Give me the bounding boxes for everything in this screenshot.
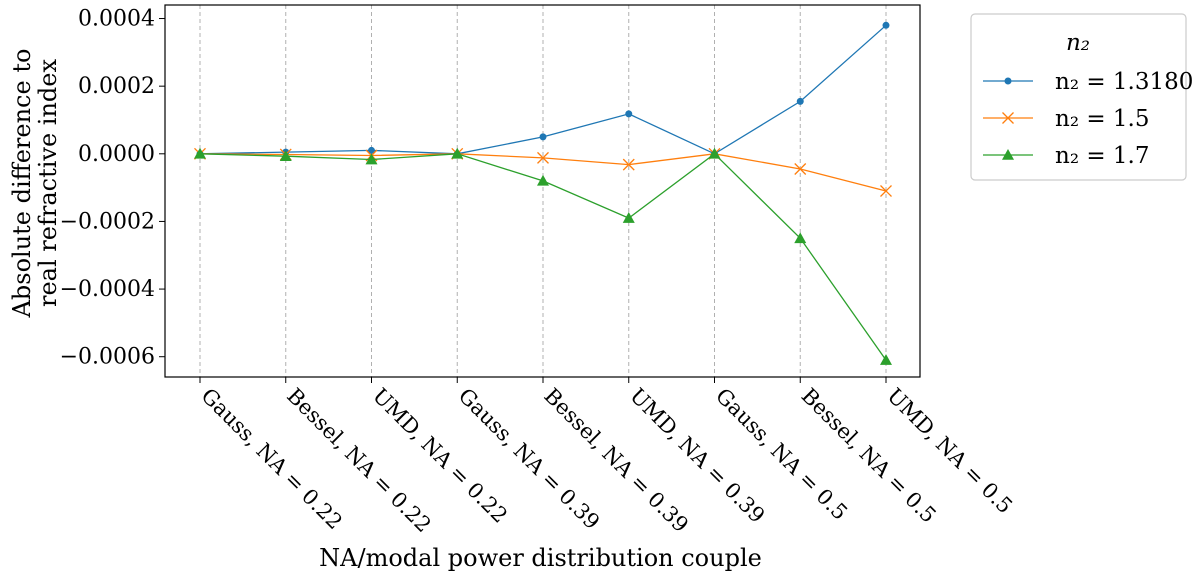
point-marker <box>194 147 206 159</box>
point-marker <box>880 185 892 197</box>
legend-title: n₂ <box>1066 30 1090 56</box>
x-tick-label: Bessel, NA = 0.22 <box>282 384 436 538</box>
y-tick-label: −0.0006 <box>60 345 155 370</box>
point-marker <box>796 97 804 105</box>
y-tick-label: 0.0004 <box>78 7 155 32</box>
y-axis-title: Absolute difference to real refractive i… <box>8 49 62 319</box>
point-marker <box>880 354 892 365</box>
point-marker <box>368 146 375 154</box>
y-axis-title-line-1: Absolute difference to <box>8 49 36 319</box>
legend-entry-2: n₂ = 1.5 <box>983 106 1150 132</box>
point-marker <box>537 174 549 186</box>
y-axis-title-line-2: real refractive index <box>34 59 62 307</box>
x-axis-title: NA/modal power distribution couple <box>319 544 762 572</box>
series-layer <box>194 21 892 365</box>
point-marker <box>451 147 464 159</box>
point-marker <box>1002 112 1014 124</box>
point-marker <box>625 110 633 118</box>
point-marker <box>279 150 292 161</box>
legend-entry-1: n₂ = 1.3180 <box>983 69 1193 95</box>
legend: n₂ n₂ = 1.3180 n₂ = 1.5 n₂ = 1.7 <box>970 13 1193 181</box>
y-axis: −0.0006 −0.0004 −0.0002 0.0000 0.0002 0.0004 <box>60 7 165 370</box>
legend-entry-3: n₂ = 1.7 <box>983 143 1150 169</box>
y-tick-label: −0.0002 <box>60 209 155 234</box>
point-marker <box>537 151 549 164</box>
point-marker <box>794 232 807 244</box>
y-tick-label: −0.0004 <box>60 277 155 302</box>
point-marker <box>708 147 721 159</box>
legend-label: n₂ = 1.7 <box>1055 143 1150 169</box>
series-3 <box>194 147 892 365</box>
point-marker <box>539 133 547 141</box>
x-tick-label: Bessel, NA = 0.39 <box>539 384 693 538</box>
point-marker <box>1002 149 1014 160</box>
point-marker <box>1004 77 1012 85</box>
grid-lines <box>199 5 887 377</box>
point-marker <box>622 212 635 223</box>
x-tick-label: Gauss, NA = 0.39 <box>454 384 605 535</box>
point-marker <box>365 153 378 165</box>
legend-box <box>970 13 1187 181</box>
legend-label: n₂ = 1.5 <box>1055 106 1150 132</box>
legend-label: n₂ = 1.3180 <box>1055 69 1193 95</box>
point-marker <box>882 21 890 29</box>
x-tick-label: Gauss, NA = 0.22 <box>196 384 347 535</box>
y-tick-label: 0.0000 <box>78 142 155 167</box>
y-tick-label: 0.0002 <box>78 74 155 99</box>
point-marker <box>622 158 635 171</box>
point-marker <box>794 163 807 175</box>
